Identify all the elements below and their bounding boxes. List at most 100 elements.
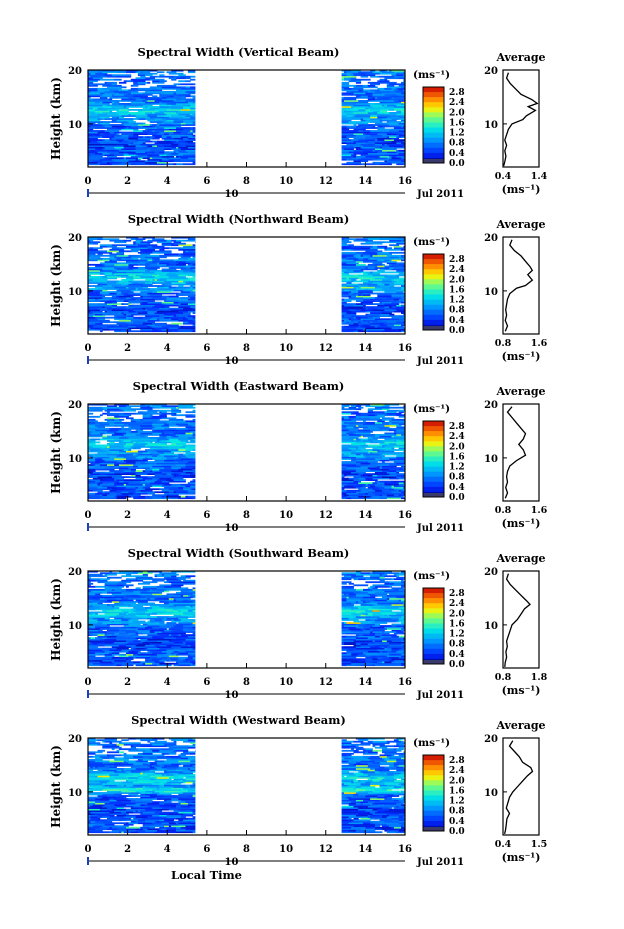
heatmap-cell	[88, 628, 101, 630]
heatmap-cell	[185, 154, 191, 157]
heatmap-cell	[149, 318, 158, 321]
heatmap-cell	[140, 418, 144, 421]
heatmap-cell	[190, 602, 196, 605]
heatmap-cell	[370, 324, 380, 327]
heatmap-cell	[88, 285, 103, 287]
heatmap-cell	[99, 447, 106, 450]
heatmap-cell	[114, 462, 125, 465]
heatmap-cell	[401, 585, 406, 588]
heatmap-cell	[185, 449, 193, 451]
heatmap-cell	[176, 98, 191, 101]
heatmap-cell	[88, 163, 101, 166]
heatmap-cell	[396, 474, 406, 477]
heatmap-cell	[114, 256, 125, 259]
heatmap-cell	[88, 640, 103, 642]
heatmap-cell	[88, 473, 91, 475]
heatmap-cell	[391, 157, 395, 160]
heatmap-cell	[173, 137, 184, 140]
heatmap-cell	[358, 274, 373, 277]
heatmap-cell	[384, 601, 395, 603]
heatmap-cell	[341, 298, 345, 301]
heatmap-cell	[341, 434, 347, 436]
heatmap-cell	[176, 443, 186, 445]
heatmap-cell	[92, 617, 98, 620]
heatmap-cell	[107, 86, 122, 89]
heatmap-cell	[351, 310, 366, 313]
heatmap-cell	[183, 325, 196, 328]
heatmap-cell	[370, 470, 383, 472]
heatmap-cell	[389, 238, 399, 241]
heatmap-cell	[102, 650, 106, 653]
heatmap-cell	[92, 279, 108, 281]
heatmap-cell	[389, 597, 404, 600]
heatmap-cell	[176, 605, 186, 608]
heatmap-cell	[384, 78, 388, 81]
heatmap-cell	[370, 154, 385, 157]
heatmap-cell	[109, 98, 113, 101]
heatmap-cell	[156, 417, 163, 420]
heatmap-cell	[372, 149, 376, 152]
heatmap-cell	[99, 479, 108, 481]
heatmap-cell	[88, 474, 94, 477]
heatmap-cell	[114, 145, 125, 147]
heatmap-cell	[372, 411, 385, 414]
heatmap-cell	[145, 604, 160, 606]
heatmap-cell	[114, 421, 129, 424]
colorbar-unit: (ms⁻¹)	[413, 236, 450, 248]
heatmap-cell	[102, 477, 115, 480]
heatmap-cell	[348, 477, 359, 480]
heatmap-cell	[365, 661, 373, 664]
heatmap-cell	[391, 280, 397, 283]
heatmap-cell	[178, 127, 191, 129]
heatmap-cell	[382, 465, 397, 468]
heatmap-cell	[372, 610, 380, 612]
heatmap-cell	[171, 441, 184, 444]
heatmap-cell	[149, 643, 163, 645]
heatmap-cell	[116, 646, 129, 648]
heatmap-cell	[396, 471, 400, 474]
heatmap-cell	[88, 154, 91, 157]
heatmap-cell	[145, 118, 155, 120]
heatmap-cell	[128, 572, 139, 575]
heatmap-cell	[365, 662, 378, 665]
colorbar-tick-label: 0.4	[449, 149, 465, 159]
heatmap-cell	[353, 617, 361, 620]
heatmap-cell	[341, 471, 352, 474]
heatmap-cell	[95, 585, 110, 588]
heatmap-cell	[147, 597, 151, 600]
heatmap-cell	[137, 263, 151, 266]
heatmap-cell	[360, 465, 369, 468]
heatmap-cell	[379, 80, 390, 83]
heatmap-cell	[114, 443, 127, 445]
heatmap-cell	[393, 590, 404, 593]
heatmap-cell	[95, 267, 103, 269]
heatmap-cell	[102, 271, 113, 274]
heatmap-cell	[389, 244, 400, 247]
heatmap-cell	[156, 113, 167, 116]
heatmap-cells	[88, 403, 406, 500]
heatmap-cell	[370, 601, 385, 603]
heatmap-cell	[88, 134, 94, 137]
heatmap-cell	[161, 464, 177, 466]
heatmap-cell	[159, 638, 172, 641]
heatmap-cell	[183, 476, 191, 478]
heatmap-cell	[344, 69, 352, 72]
heatmap-cell	[370, 69, 376, 72]
heatmap-cell	[88, 620, 98, 623]
colorbar-swatch	[423, 466, 444, 473]
heatmap-cell	[95, 298, 98, 301]
heatmap-cell	[128, 285, 141, 287]
heatmap-cell	[130, 149, 136, 152]
heatmap-cell	[88, 142, 101, 144]
x-tick-label: 8	[243, 343, 250, 354]
heatmap-cell	[164, 427, 177, 430]
heatmap-cell	[374, 591, 390, 594]
heatmap-cell	[396, 236, 406, 239]
colorbar-swatch	[423, 122, 444, 128]
heatmap-cell	[107, 161, 110, 164]
heatmap-cell	[147, 277, 160, 280]
heatmap-cell	[353, 631, 359, 633]
heatmap-cell	[355, 403, 371, 406]
heatmap-cell	[180, 664, 191, 667]
heatmap-cell	[154, 449, 170, 451]
